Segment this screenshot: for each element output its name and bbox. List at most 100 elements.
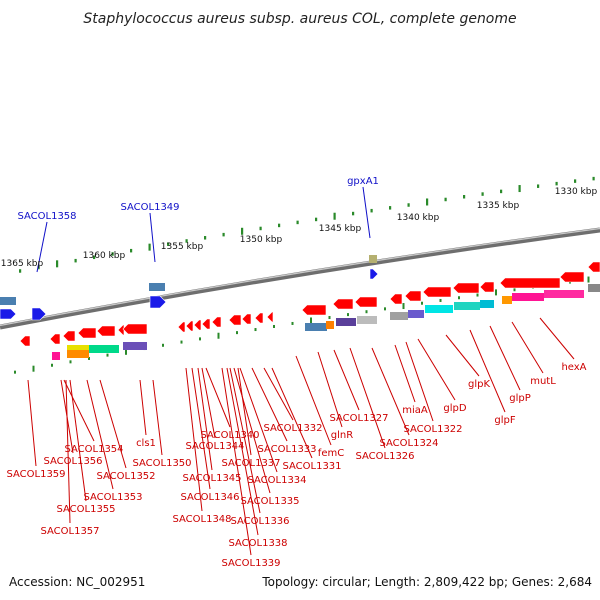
feature-bar	[89, 345, 119, 353]
feature-bar	[480, 300, 494, 308]
tick-mark	[74, 258, 77, 263]
feature-bar	[502, 296, 512, 304]
tick-marks	[19, 176, 595, 273]
genome-backbone-highlight	[0, 227, 600, 327]
tick-mark	[278, 223, 281, 228]
gene-label-sacol1345: SACOL1345	[182, 473, 241, 484]
gc-mark	[476, 293, 479, 297]
gene-label-sacol1345-leader	[197, 367, 213, 471]
reverse-gene-arrow	[332, 298, 354, 310]
feature-bar	[512, 293, 544, 301]
gene-label-sacol1336-leader	[229, 367, 261, 514]
gene-label-sacol1327-leader	[333, 349, 360, 411]
tick-mark	[185, 239, 188, 243]
gc-mark	[51, 363, 53, 367]
gene-label-sacol1331: SACOL1331	[282, 461, 341, 472]
tick-mark	[93, 255, 96, 260]
gene-label-glpk-leader	[445, 334, 480, 377]
feature-bar	[67, 345, 89, 353]
reverse-gene-arrow	[354, 296, 378, 308]
gene-label-sacol1326: SACOL1326	[355, 451, 414, 462]
gc-mark	[180, 340, 183, 344]
forward-gene-arrow	[31, 307, 47, 321]
gene-label-sacol1338: SACOL1338	[228, 538, 287, 549]
gene-label-sacol1338-leader	[226, 367, 259, 536]
gene-label-gpxa1-leader	[362, 186, 371, 239]
gc-mark	[310, 317, 312, 324]
feature-bar	[425, 305, 453, 313]
gene-label-sacol1340-leader	[205, 367, 231, 428]
gene-label-sacol1336: SACOL1336	[230, 516, 289, 527]
feature-bar	[326, 321, 334, 329]
gene-label-sacol1359: SACOL1359	[6, 469, 65, 480]
reverse-gene-arrow	[96, 325, 116, 337]
gene-label-femc: femC	[318, 448, 344, 459]
gene-label-sacol1354: SACOL1354	[64, 444, 123, 455]
tick-mark	[56, 260, 59, 268]
gene-label-glpk: glpK	[468, 379, 490, 390]
accession-label: Accession: NC_002951	[9, 575, 145, 589]
gene-label-sacol1322: SACOL1322	[403, 424, 462, 435]
gene-label-miaa: miaA	[402, 405, 428, 416]
gene-label-mutl: mutL	[530, 376, 556, 387]
gene-label-sacol1340: SACOL1340	[200, 430, 259, 441]
feature-bar	[357, 316, 377, 324]
gene-label-sacol1357-leader	[65, 379, 71, 524]
gene-label-sacol1352: SACOL1352	[96, 471, 155, 482]
gene-label-mutl-leader	[511, 321, 544, 374]
gene-label-sacol1358-leader	[36, 221, 48, 273]
reverse-gene-arrow	[389, 293, 403, 305]
tick-mark	[518, 185, 521, 193]
gene-label-sacol1354-leader	[63, 379, 95, 442]
gene-label-sacol1326-leader	[349, 347, 386, 449]
gene-label-sacol1327: SACOL1327	[329, 413, 388, 424]
feature-bars	[0, 255, 600, 360]
gene-label-sacol1350-leader	[152, 379, 163, 456]
reverse-gene-arrow	[122, 323, 148, 335]
gene-arrows	[0, 261, 600, 347]
forward-gene-arrow	[369, 268, 379, 280]
gene-label-sacol1334: SACOL1334	[247, 475, 306, 486]
gene-label-sacol1356: SACOL1356	[43, 456, 102, 467]
tick-mark	[407, 203, 410, 207]
gene-label-sacol1353-leader	[86, 379, 114, 490]
gc-mark	[402, 303, 405, 310]
reverse-gene-arrow	[404, 290, 422, 302]
tick-label: 1340 kbp	[397, 213, 440, 223]
gc-mark	[162, 343, 164, 347]
feature-bar	[544, 290, 584, 298]
gc-skew-marks	[14, 276, 590, 374]
gene-label-glpd: glpD	[443, 403, 466, 414]
tick-mark	[148, 243, 151, 251]
gc-mark	[439, 298, 442, 302]
reverse-gene-arrow	[177, 321, 186, 333]
feature-bar	[52, 352, 60, 360]
gene-label-cls1: cls1	[136, 438, 156, 449]
gene-label-sacol1344-leader	[201, 367, 216, 439]
gc-mark	[384, 307, 386, 311]
gc-mark	[236, 331, 238, 335]
tick-mark	[370, 208, 373, 213]
gc-mark	[273, 324, 275, 328]
gc-mark	[14, 370, 16, 374]
reverse-gene-arrow	[117, 324, 125, 336]
gene-label-sacol1334-leader	[239, 367, 278, 473]
tick-mark	[222, 232, 225, 237]
gene-label-sacol1353: SACOL1353	[83, 492, 142, 503]
tick-mark	[555, 181, 558, 186]
tick-mark	[389, 206, 392, 210]
feature-bar	[123, 342, 147, 350]
tick-label: 1330 kbp	[555, 187, 598, 197]
gene-label-sacol1337-leader	[237, 367, 252, 456]
reverse-gene-arrow	[587, 261, 600, 273]
gene-label-femc-leader	[295, 355, 332, 446]
reverse-gene-arrow	[228, 314, 242, 326]
gc-mark	[347, 313, 349, 317]
tick-mark	[574, 179, 577, 183]
reverse-gene-arrow	[185, 320, 194, 332]
reverse-gene-arrow	[62, 330, 76, 342]
gene-label-sacol1332: SACOL1332	[263, 423, 322, 434]
tick-mark	[130, 248, 133, 253]
gene-label-glpp-leader	[489, 325, 521, 391]
gene-label-sacol1355: SACOL1355	[56, 504, 115, 515]
